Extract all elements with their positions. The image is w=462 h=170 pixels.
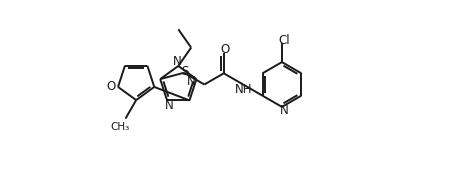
Text: O: O <box>220 43 229 56</box>
Text: Cl: Cl <box>278 35 290 47</box>
Text: CH₃: CH₃ <box>110 122 130 132</box>
Text: N: N <box>173 55 182 68</box>
Text: N: N <box>280 104 289 117</box>
Text: NH: NH <box>234 83 252 96</box>
Text: O: O <box>107 80 116 94</box>
Text: N: N <box>187 75 196 88</box>
Text: N: N <box>165 99 174 112</box>
Text: S: S <box>181 65 188 78</box>
